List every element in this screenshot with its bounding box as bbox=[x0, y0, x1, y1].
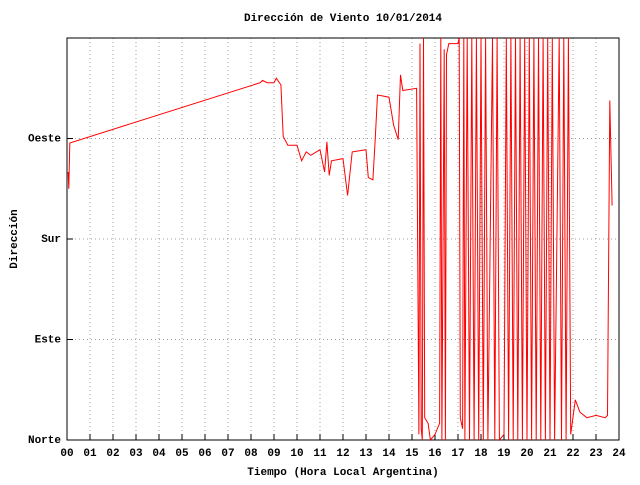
x-tick-label: 13 bbox=[359, 448, 373, 460]
x-tick-label: 08 bbox=[244, 448, 258, 460]
x-tick-label: 16 bbox=[428, 448, 441, 460]
x-tick-label: 04 bbox=[152, 448, 166, 460]
x-tick-label: 15 bbox=[405, 448, 419, 460]
y-tick-label: Norte bbox=[28, 435, 61, 447]
x-tick-label: 14 bbox=[382, 448, 396, 460]
x-tick-label: 03 bbox=[129, 448, 143, 460]
x-tick-label: 00 bbox=[60, 448, 73, 460]
x-tick-label: 10 bbox=[290, 448, 303, 460]
x-tick-label: 20 bbox=[520, 448, 533, 460]
y-tick-label: Sur bbox=[41, 234, 61, 246]
chart-title: Dirección de Viento 10/01/2014 bbox=[244, 13, 442, 25]
x-tick-label: 17 bbox=[451, 448, 464, 460]
x-tick-label: 07 bbox=[221, 448, 234, 460]
x-tick-label: 05 bbox=[175, 448, 189, 460]
x-tick-label: 01 bbox=[83, 448, 97, 460]
y-axis-label: Dirección bbox=[9, 209, 21, 268]
x-tick-label: 09 bbox=[267, 448, 280, 460]
x-axis-label: Tiempo (Hora Local Argentina) bbox=[247, 467, 438, 479]
y-tick-label: Este bbox=[35, 334, 62, 346]
x-tick-label: 18 bbox=[474, 448, 488, 460]
x-tick-label: 19 bbox=[497, 448, 510, 460]
plot-border bbox=[66, 37, 620, 441]
x-tick-label: 06 bbox=[198, 448, 211, 460]
x-tick-label: 23 bbox=[589, 448, 603, 460]
series-line bbox=[67, 37, 613, 442]
x-tick-label: 22 bbox=[566, 448, 579, 460]
x-tick-label: 24 bbox=[612, 448, 626, 460]
x-tick-label: 12 bbox=[336, 448, 349, 460]
y-tick-label: Oeste bbox=[28, 133, 61, 145]
x-tick-label: 02 bbox=[106, 448, 119, 460]
x-tick-label: 11 bbox=[313, 448, 327, 460]
x-tick-label: 21 bbox=[543, 448, 557, 460]
